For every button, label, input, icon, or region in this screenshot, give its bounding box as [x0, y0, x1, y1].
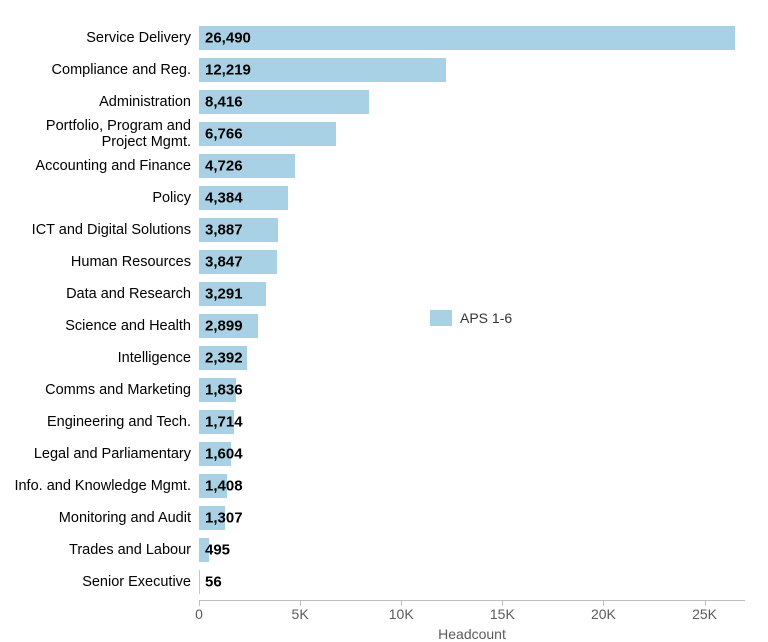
- category-label: Accounting and Finance: [12, 158, 191, 174]
- category-label: Compliance and Reg.: [12, 62, 191, 78]
- category-label: Data and Research: [12, 286, 191, 302]
- legend-label: APS 1-6: [460, 310, 512, 326]
- bar: [199, 26, 735, 50]
- x-axis-title: Headcount: [438, 626, 506, 642]
- category-label: Administration: [12, 94, 191, 110]
- value-label: 56: [205, 574, 222, 591]
- x-tick-label: 5K: [292, 606, 309, 622]
- value-label: 1,408: [205, 478, 243, 495]
- category-label: Engineering and Tech.: [12, 414, 191, 430]
- x-tick-label: 0: [195, 606, 203, 622]
- category-label: Senior Executive: [12, 574, 191, 590]
- legend-swatch: [430, 310, 452, 326]
- chart-row: Intelligence 2,392: [0, 342, 768, 374]
- category-label: Service Delivery: [12, 30, 191, 46]
- chart-row: Portfolio, Program and Project Mgmt. 6,76…: [0, 118, 768, 150]
- bar: [199, 570, 200, 594]
- category-label: Human Resources: [12, 254, 191, 270]
- chart-row: Science and Health 2,899: [0, 310, 768, 342]
- headcount-bar-chart: Service Delivery 26,490 Compliance and Reg…: [0, 0, 768, 641]
- category-label: Legal and Parliamentary: [12, 446, 191, 462]
- x-axis-line: [199, 600, 745, 601]
- chart-row: Accounting and Finance 4,726: [0, 150, 768, 182]
- chart-row: Service Delivery 26,490: [0, 22, 768, 54]
- chart-row: Data and Research 3,291: [0, 278, 768, 310]
- category-label: Science and Health: [12, 318, 191, 334]
- chart-row: Trades and Labour 495: [0, 534, 768, 566]
- chart-row: Human Resources 3,847: [0, 246, 768, 278]
- category-label: Intelligence: [12, 350, 191, 366]
- category-label: Policy: [12, 190, 191, 206]
- value-label: 3,887: [205, 222, 243, 239]
- value-label: 1,714: [205, 414, 243, 431]
- value-label: 4,726: [205, 158, 243, 175]
- category-label: Info. and Knowledge Mgmt.: [12, 478, 191, 494]
- value-label: 1,604: [205, 446, 243, 463]
- legend: APS 1-6: [430, 310, 512, 326]
- chart-row: Info. and Knowledge Mgmt. 1,408: [0, 470, 768, 502]
- value-label: 495: [205, 542, 230, 559]
- value-label: 3,291: [205, 286, 243, 303]
- value-label: 6,766: [205, 126, 243, 143]
- value-label: 12,219: [205, 62, 251, 79]
- category-label: ICT and Digital Solutions: [12, 222, 191, 238]
- value-label: 26,490: [205, 30, 251, 47]
- x-tick-label: 10K: [389, 606, 414, 622]
- value-label: 2,899: [205, 318, 243, 335]
- chart-row: Monitoring and Audit 1,307: [0, 502, 768, 534]
- chart-row: Policy 4,384: [0, 182, 768, 214]
- chart-row: Compliance and Reg. 12,219: [0, 54, 768, 86]
- category-label: Trades and Labour: [12, 542, 191, 558]
- value-label: 1,836: [205, 382, 243, 399]
- value-label: 3,847: [205, 254, 243, 271]
- category-label: Comms and Marketing: [12, 382, 191, 398]
- x-tick-label: 15K: [490, 606, 515, 622]
- chart-row: Engineering and Tech. 1,714: [0, 406, 768, 438]
- value-label: 2,392: [205, 350, 243, 367]
- x-tick-label: 20K: [591, 606, 616, 622]
- chart-row: Comms and Marketing 1,836: [0, 374, 768, 406]
- chart-row: Administration 8,416: [0, 86, 768, 118]
- value-label: 1,307: [205, 510, 243, 527]
- chart-row: Senior Executive 56: [0, 566, 768, 598]
- value-label: 4,384: [205, 190, 243, 207]
- category-label: Monitoring and Audit: [12, 510, 191, 526]
- chart-row: Legal and Parliamentary 1,604: [0, 438, 768, 470]
- value-label: 8,416: [205, 94, 243, 111]
- chart-row: ICT and Digital Solutions 3,887: [0, 214, 768, 246]
- x-tick-label: 25K: [692, 606, 717, 622]
- category-label: Portfolio, Program and Project Mgmt.: [12, 118, 191, 150]
